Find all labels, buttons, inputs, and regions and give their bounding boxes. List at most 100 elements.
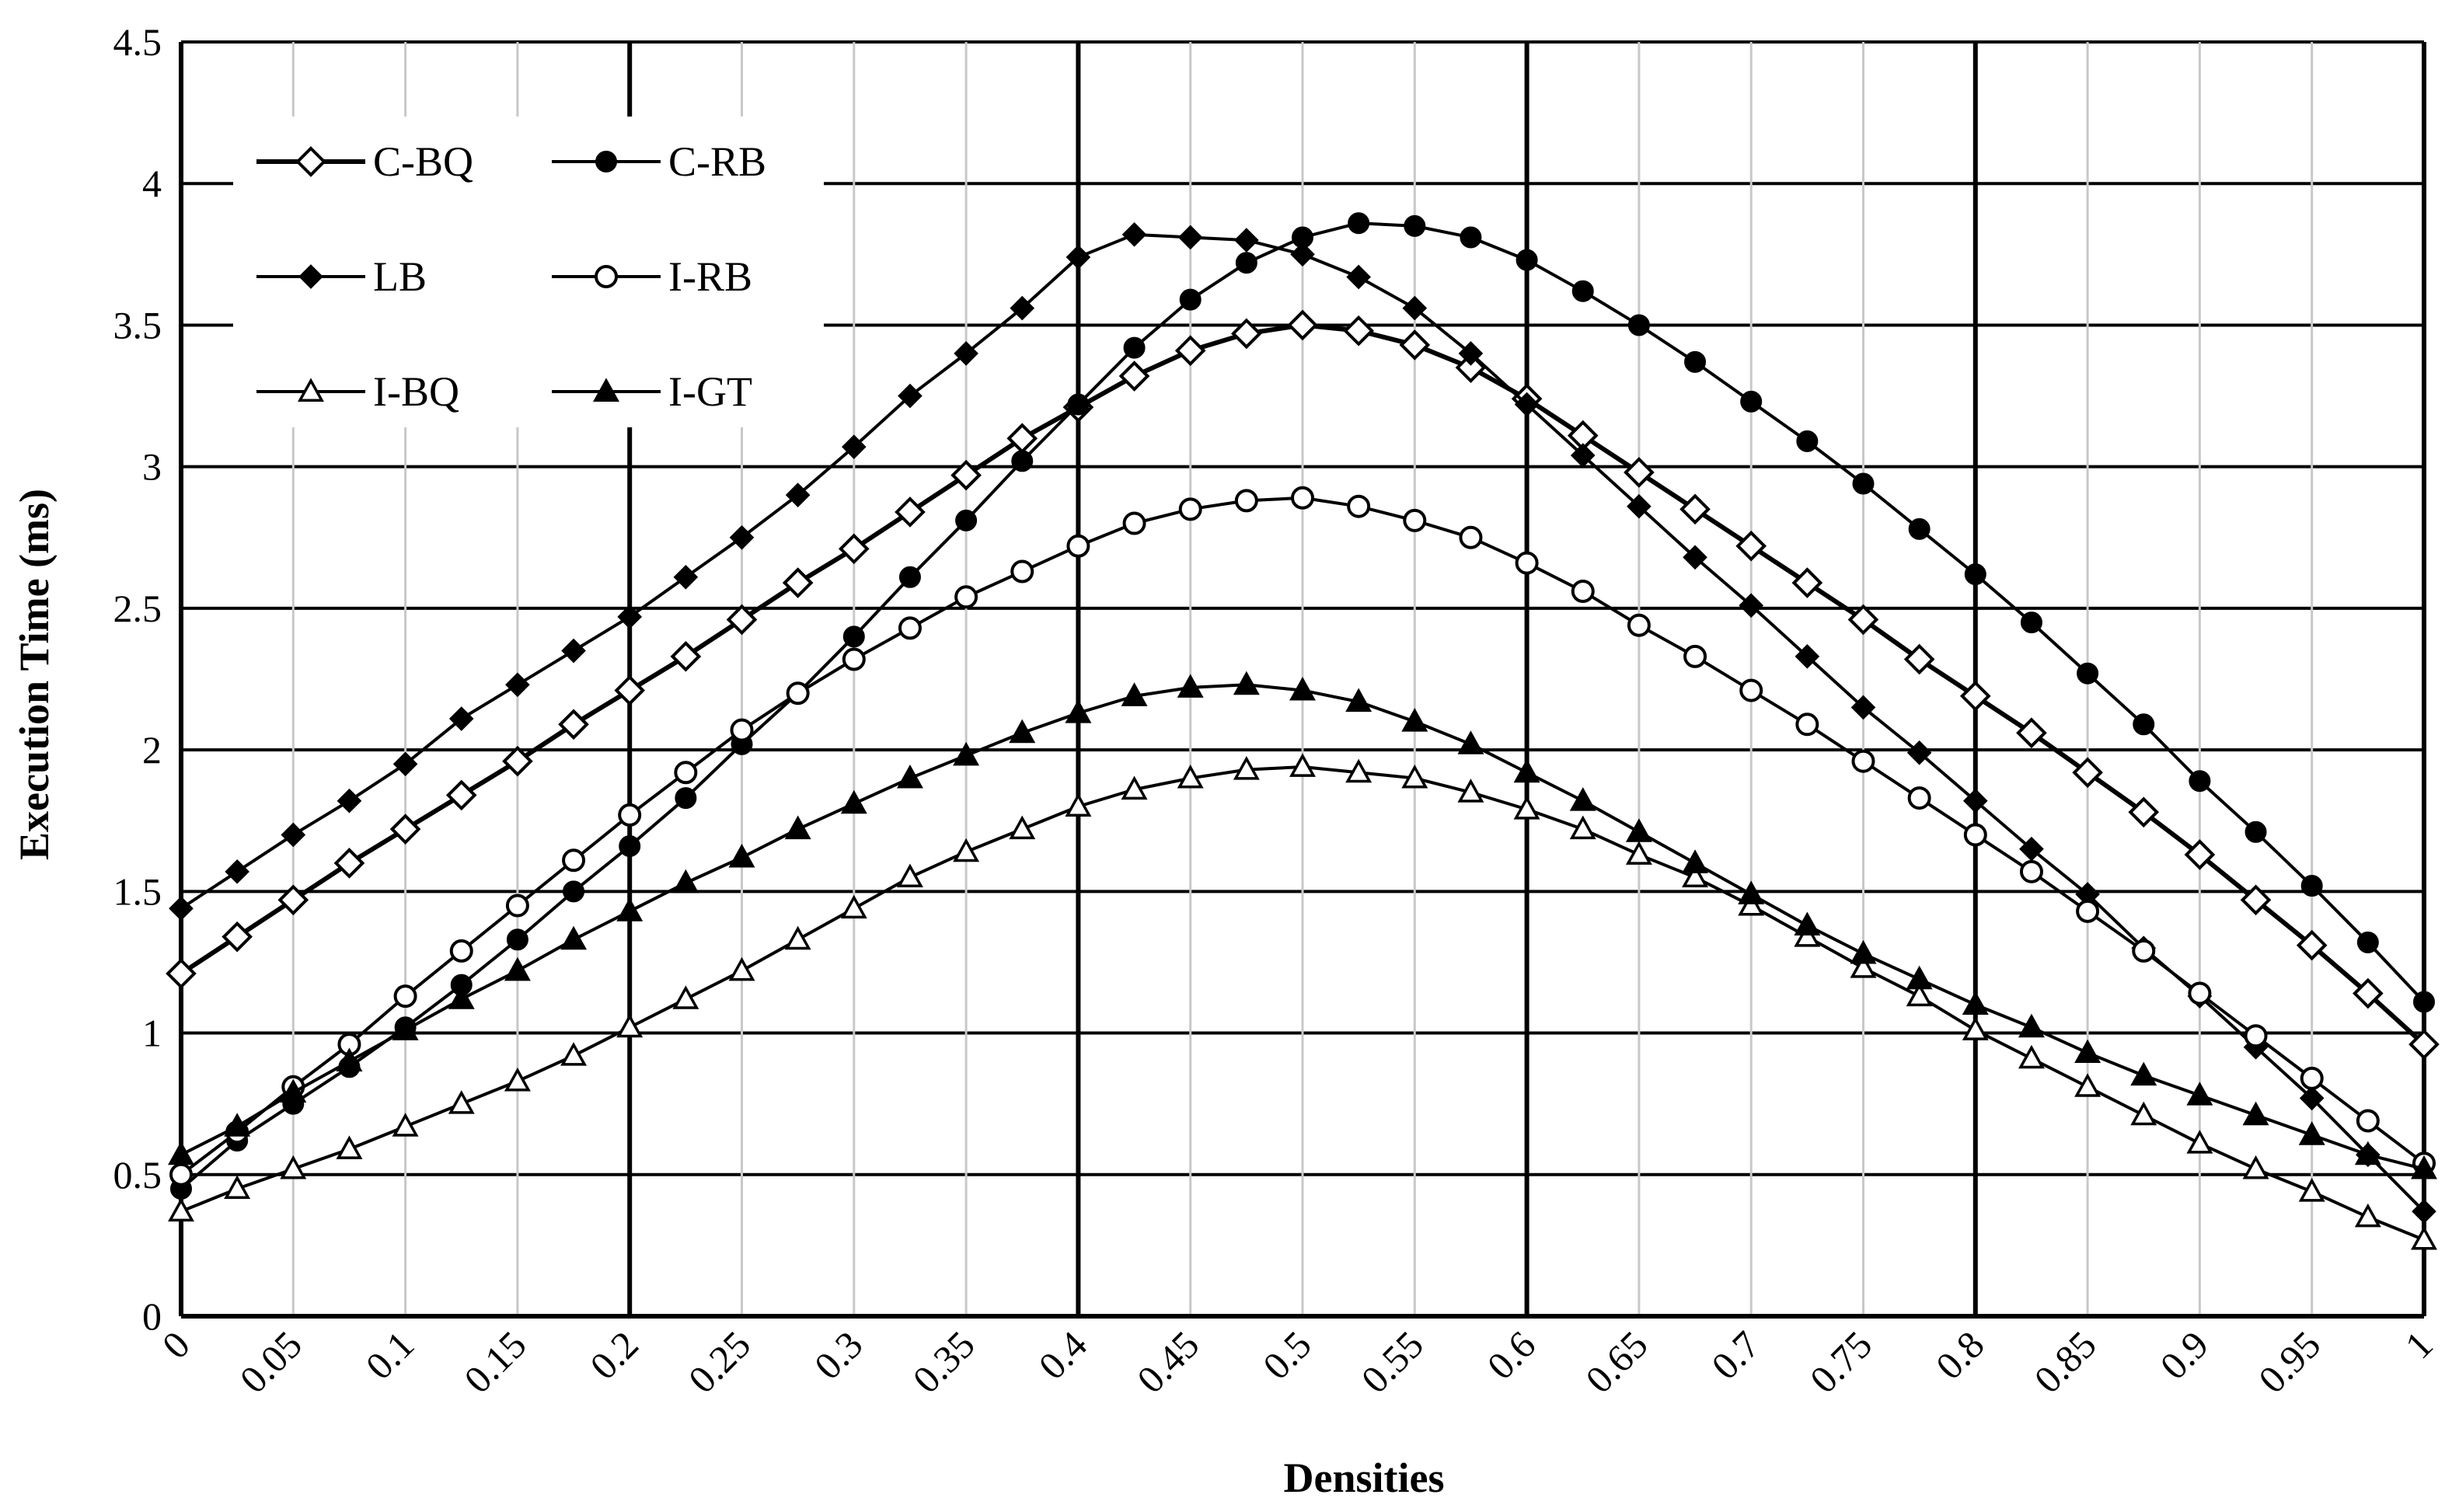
data-point xyxy=(224,1113,251,1137)
y-tick-label: 2 xyxy=(142,728,162,772)
data-point xyxy=(784,925,811,950)
data-point xyxy=(1962,1016,1989,1040)
data-point xyxy=(955,509,978,531)
data-point xyxy=(1962,991,1989,1016)
data-point xyxy=(298,378,324,402)
data-point xyxy=(1287,309,1318,341)
data-point xyxy=(1791,567,1823,598)
data-point xyxy=(502,745,533,777)
data-point xyxy=(1347,494,1371,518)
x-tick-label: 0.6 xyxy=(1479,1322,1544,1388)
legend-label: LB xyxy=(373,253,427,300)
y-tick-label: 1 xyxy=(142,1012,162,1055)
data-point xyxy=(672,869,699,894)
x-tick-label: 0.75 xyxy=(1802,1322,1880,1401)
data-point xyxy=(1122,511,1146,535)
data-point xyxy=(2353,977,2384,1009)
data-point xyxy=(1178,497,1202,521)
data-point xyxy=(560,925,588,950)
data-point xyxy=(674,761,698,785)
data-point xyxy=(1345,688,1372,712)
data-point xyxy=(2408,1029,2440,1060)
data-point xyxy=(1627,613,1651,637)
data-point xyxy=(1624,457,1655,488)
data-point xyxy=(505,894,529,918)
data-point xyxy=(1569,787,1596,811)
data-point xyxy=(1625,841,1652,865)
data-point xyxy=(1121,221,1147,247)
data-point xyxy=(221,921,253,953)
data-point xyxy=(898,566,921,588)
series-i-gt xyxy=(168,671,2437,1179)
data-point xyxy=(1515,551,1539,575)
data-point xyxy=(1401,708,1428,732)
data-point xyxy=(2184,839,2216,870)
data-point xyxy=(2186,1082,2213,1106)
x-tick-label: 0.9 xyxy=(2151,1322,2217,1388)
data-point xyxy=(618,803,642,827)
data-point xyxy=(1679,493,1711,525)
data-point xyxy=(2189,770,2211,793)
data-point xyxy=(2019,859,2043,883)
legend-item-c-rb: C-RB xyxy=(552,138,766,185)
legend-label: I-RB xyxy=(668,253,752,300)
x-tick-label: 0.05 xyxy=(232,1322,310,1401)
data-point xyxy=(2411,1155,2437,1179)
data-point xyxy=(1401,764,1428,789)
data-point xyxy=(2186,1130,2213,1154)
data-point xyxy=(1627,493,1652,519)
data-point xyxy=(1907,786,1931,810)
data-point xyxy=(1458,341,1484,366)
data-point xyxy=(1291,486,1314,510)
data-point xyxy=(1513,758,1540,783)
legend-label: C-RB xyxy=(668,138,766,185)
data-point xyxy=(2296,929,2328,961)
data-point xyxy=(169,896,194,921)
data-point xyxy=(560,1042,588,1066)
data-point xyxy=(1177,225,1203,250)
y-tick-label: 0.5 xyxy=(113,1153,162,1197)
data-point xyxy=(670,641,702,672)
y-tick-label: 3 xyxy=(142,445,162,489)
data-point xyxy=(2130,1101,2157,1126)
data-point xyxy=(673,564,699,590)
data-point xyxy=(2076,899,2100,923)
data-point xyxy=(1006,423,1038,455)
x-tick-label: 0.1 xyxy=(358,1322,423,1388)
data-point xyxy=(1513,796,1540,820)
x-tick-label: 0 xyxy=(154,1322,198,1367)
data-point xyxy=(1964,563,1986,586)
y-tick-label: 4.5 xyxy=(113,20,162,64)
data-point xyxy=(1233,756,1260,780)
data-point xyxy=(785,483,811,507)
data-point xyxy=(840,789,867,814)
data-point xyxy=(1065,793,1092,817)
data-point xyxy=(1682,863,1709,888)
data-point xyxy=(1346,264,1371,290)
data-point xyxy=(1010,559,1034,584)
x-tick-label: 0.35 xyxy=(904,1322,982,1401)
y-tick-label: 0 xyxy=(142,1294,162,1338)
data-point xyxy=(168,1197,194,1222)
data-point xyxy=(1906,740,1932,765)
data-point xyxy=(448,1090,475,1114)
data-point xyxy=(2300,875,2323,897)
axes xyxy=(179,42,2424,1319)
data-point xyxy=(504,1067,531,1092)
data-point xyxy=(1906,982,1933,1007)
data-point xyxy=(561,638,586,664)
data-point xyxy=(280,1078,307,1103)
data-point xyxy=(280,1155,307,1179)
data-point xyxy=(336,1135,363,1159)
legend-item-i-bq: I-BQ xyxy=(256,368,459,415)
data-point xyxy=(1457,779,1484,803)
data-point xyxy=(953,741,980,766)
data-point xyxy=(950,459,982,491)
data-point xyxy=(562,848,586,873)
data-point xyxy=(1174,335,1206,367)
data-point xyxy=(168,1141,194,1165)
data-point xyxy=(1735,530,1767,562)
data-point xyxy=(1796,430,1819,452)
data-point xyxy=(2020,611,2042,634)
data-point xyxy=(841,434,867,459)
